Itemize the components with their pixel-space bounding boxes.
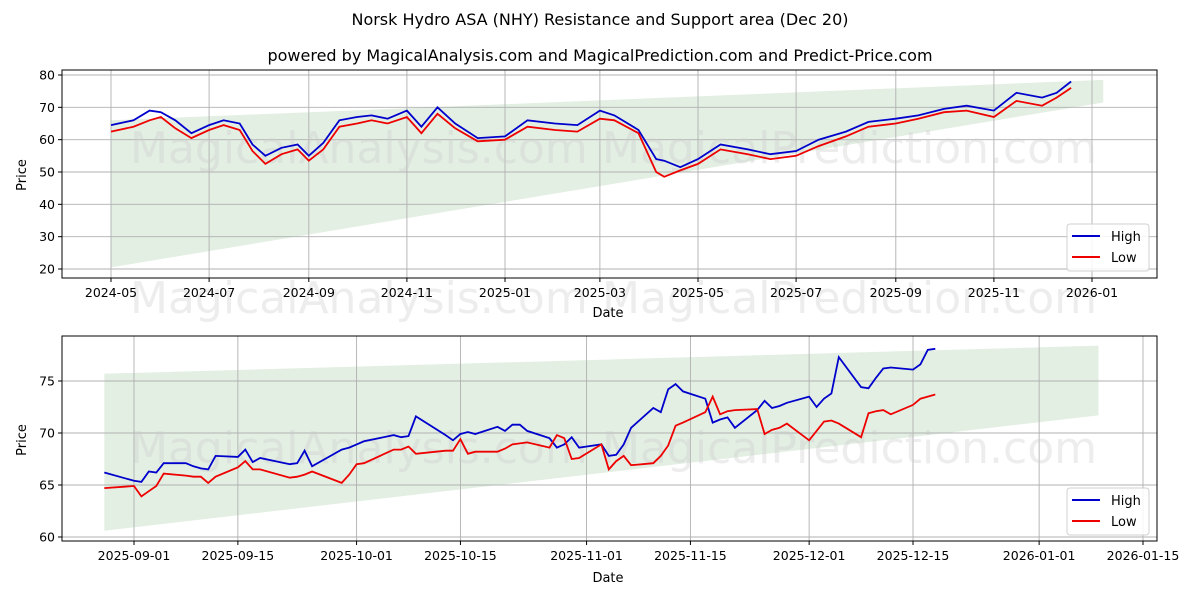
bottom-axes-frame: [61, 335, 1158, 542]
x-tick-label: 2025-11-01: [550, 548, 623, 563]
bottom-low-line: [104, 393, 936, 498]
x-tick-label: 2024-11: [381, 285, 433, 300]
bottom-resistance-support-band: [104, 345, 1099, 531]
y-tick-label: 60: [39, 530, 55, 545]
bottom-gridlines: [62, 336, 1157, 541]
watermark-magicalanalysis-mid: MagicalAnalysis.com: [130, 273, 588, 324]
x-tick-label: 2026-01-15: [1107, 548, 1180, 563]
y-tick-label: 40: [39, 197, 55, 212]
legend-high-label-bottom: High: [1111, 494, 1141, 509]
y-tick-label: 30: [39, 229, 55, 244]
x-tick-label: 2025-03: [574, 285, 626, 300]
x-tick-label: 2024-07: [183, 285, 235, 300]
y-tick-label: 75: [39, 374, 55, 389]
y-tick-label: 65: [39, 478, 55, 493]
bottom-x-axis-label: Date: [592, 571, 623, 586]
y-tick-label: 20: [39, 262, 55, 277]
legend-high-label: High: [1111, 230, 1141, 245]
x-tick-label: 2025-12-01: [773, 548, 846, 563]
bottom-chart: MagicalAnalysis.com MagicalPrediction.co…: [15, 335, 1179, 586]
chart-subtitle: powered by MagicalAnalysis.com and Magic…: [267, 46, 933, 65]
chart-title: Norsk Hydro ASA (NHY) Resistance and Sup…: [351, 10, 849, 29]
legend-low-label-bottom: Low: [1111, 515, 1137, 530]
top-high-line: [110, 80, 1072, 169]
bottom-axis-ticks: 2025-09-01 2025-09-15 2025-10-01 2025-10-15…: [39, 374, 1179, 564]
x-tick-label: 2025-11: [968, 285, 1020, 300]
watermark-magicalprediction-mid: MagicalPrediction.com: [602, 273, 1097, 324]
top-legend: High Low: [1066, 223, 1150, 272]
bottom-legend: High Low: [1066, 487, 1150, 536]
x-tick-label: 2025-11-15: [654, 548, 727, 563]
legend-low-label: Low: [1111, 251, 1137, 266]
x-tick-label: 2026-01: [1066, 285, 1118, 300]
y-tick-label: 60: [39, 132, 55, 147]
x-tick-label: 2025-09-15: [202, 548, 275, 563]
x-tick-label: 2025-10-15: [424, 548, 497, 563]
x-tick-label: 2025-09: [870, 285, 922, 300]
bottom-y-axis-label: Price: [15, 424, 30, 456]
watermark-magicalanalysis-bottom: MagicalAnalysis.com: [130, 423, 588, 474]
x-tick-label: 2025-10-01: [320, 548, 393, 563]
top-x-axis-label: Date: [592, 306, 623, 321]
x-tick-label: 2024-05: [85, 285, 137, 300]
top-y-axis-label: Price: [15, 159, 30, 191]
x-tick-label: 2025-05: [672, 285, 724, 300]
top-axis-ticks: 2024-05 2024-07 2024-09 2024-11 2025-01 2025-…: [39, 68, 1118, 301]
y-tick-label: 70: [39, 426, 55, 441]
top-chart: MagicalAnalysis.com MagicalPrediction.co…: [15, 68, 1158, 324]
y-tick-label: 70: [39, 100, 55, 115]
x-tick-label: 2025-01: [479, 285, 531, 300]
watermark-magicalprediction-bottom: MagicalPrediction.com: [602, 423, 1097, 474]
x-tick-label: 2025-07: [770, 285, 822, 300]
x-tick-label: 2025-09-01: [98, 548, 171, 563]
top-axes-frame: [61, 69, 1158, 279]
top-low-line: [110, 87, 1072, 178]
x-tick-label: 2026-01-01: [1003, 548, 1076, 563]
x-tick-label: 2024-09: [283, 285, 335, 300]
y-tick-label: 50: [39, 165, 55, 180]
y-tick-label: 80: [39, 68, 55, 83]
x-tick-label: 2025-12-15: [877, 548, 950, 563]
